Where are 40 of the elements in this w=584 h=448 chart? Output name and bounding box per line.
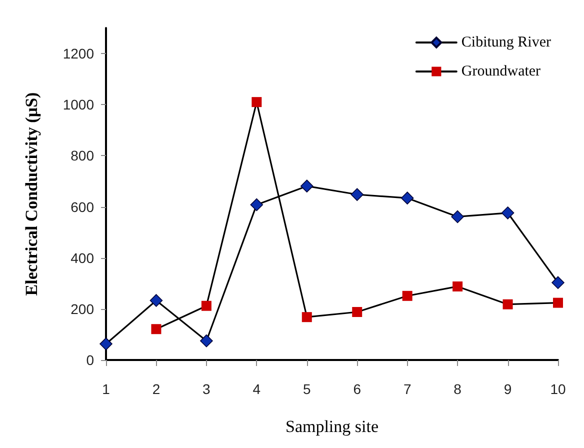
point bbox=[250, 198, 264, 212]
y-tick-label: 600 bbox=[70, 198, 94, 215]
y-tick-label: 200 bbox=[70, 300, 94, 317]
point bbox=[302, 312, 312, 322]
point bbox=[352, 306, 362, 317]
point bbox=[150, 294, 163, 307]
x-tick-label: 1 bbox=[102, 381, 110, 397]
x-tick-label: 9 bbox=[504, 381, 512, 397]
x-axis-title: Sampling site bbox=[285, 417, 379, 436]
point bbox=[553, 298, 563, 308]
point bbox=[200, 334, 213, 348]
x-tick-label: 3 bbox=[202, 381, 211, 397]
x-tick-label: 6 bbox=[353, 381, 362, 397]
legend-label: Groundwater bbox=[461, 64, 541, 80]
y-tick-label: 1000 bbox=[62, 96, 94, 113]
x-tick-label: 7 bbox=[403, 381, 412, 397]
point bbox=[300, 180, 314, 192]
y-axis-title: Electrical Conductivity (µS) bbox=[22, 92, 41, 296]
point bbox=[552, 276, 564, 290]
x-tick-label: 5 bbox=[302, 381, 311, 397]
point bbox=[502, 299, 513, 310]
y-tick-label: 0 bbox=[86, 352, 94, 368]
legend-label: Cibitung River bbox=[461, 34, 552, 50]
point bbox=[400, 192, 414, 204]
point bbox=[252, 97, 262, 108]
x-tick-label: 8 bbox=[454, 381, 462, 397]
point bbox=[151, 324, 162, 334]
x-tick-label: 10 bbox=[550, 381, 566, 397]
point bbox=[100, 338, 112, 350]
x-tick-label: 2 bbox=[152, 381, 160, 397]
y-tick-label: 1200 bbox=[62, 46, 94, 62]
point bbox=[201, 300, 212, 311]
y-tick-label: 400 bbox=[70, 250, 94, 266]
point bbox=[350, 188, 364, 201]
x-tick-label: 4 bbox=[252, 381, 261, 397]
point bbox=[452, 281, 463, 292]
point bbox=[501, 206, 514, 220]
y-tick-label: 800 bbox=[70, 148, 94, 164]
point bbox=[451, 210, 464, 224]
point bbox=[402, 290, 412, 301]
